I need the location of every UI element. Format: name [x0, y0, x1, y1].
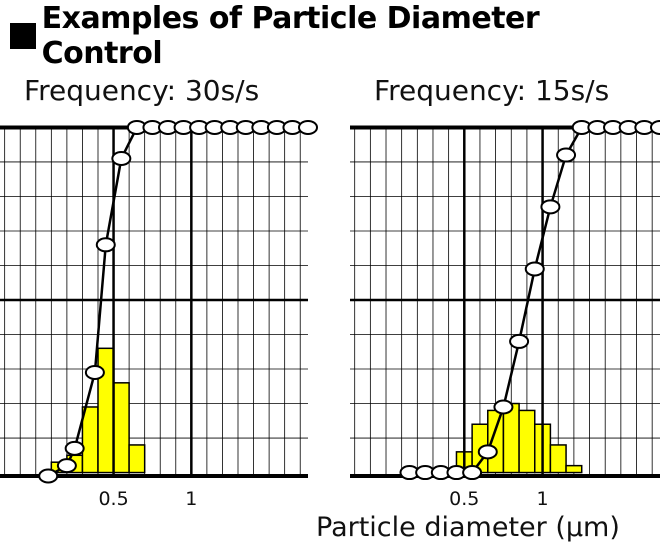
left-point [64, 440, 85, 456]
right-bar [565, 464, 583, 474]
left-point [38, 468, 59, 484]
title-square-icon [10, 23, 36, 49]
right-bar [518, 409, 536, 474]
title-text: Examples of Particle Diameter Control [41, 1, 540, 71]
left-chart-title: Frequency: 30s/s [24, 74, 260, 107]
right-chart-title: Frequency: 15s/s [374, 74, 610, 107]
left-point [84, 364, 105, 380]
left-bar [112, 382, 130, 474]
left-x-tick-label: 1 [185, 488, 197, 510]
right-point [556, 147, 577, 163]
right-x-tick-label: 1 [537, 488, 549, 510]
right-point [524, 261, 545, 277]
left-x-tick-label: 0.5 [98, 488, 128, 510]
right-point [477, 444, 498, 460]
left-point [298, 119, 318, 135]
chart-title: Examples of Particle Diameter Control [10, 1, 660, 71]
right-point [462, 465, 483, 481]
x-axis-label: Particle diameter (μm) [316, 512, 620, 543]
left-point [95, 237, 116, 253]
right-point [493, 399, 514, 415]
right-bar [549, 444, 567, 474]
left-point [56, 458, 77, 474]
right-point [650, 119, 660, 135]
left-point [111, 151, 132, 167]
left-bar [81, 406, 99, 474]
right-point [540, 199, 561, 215]
right-x-tick-label: 0.5 [449, 488, 479, 510]
left-bar [128, 444, 146, 474]
right-point [509, 333, 530, 349]
